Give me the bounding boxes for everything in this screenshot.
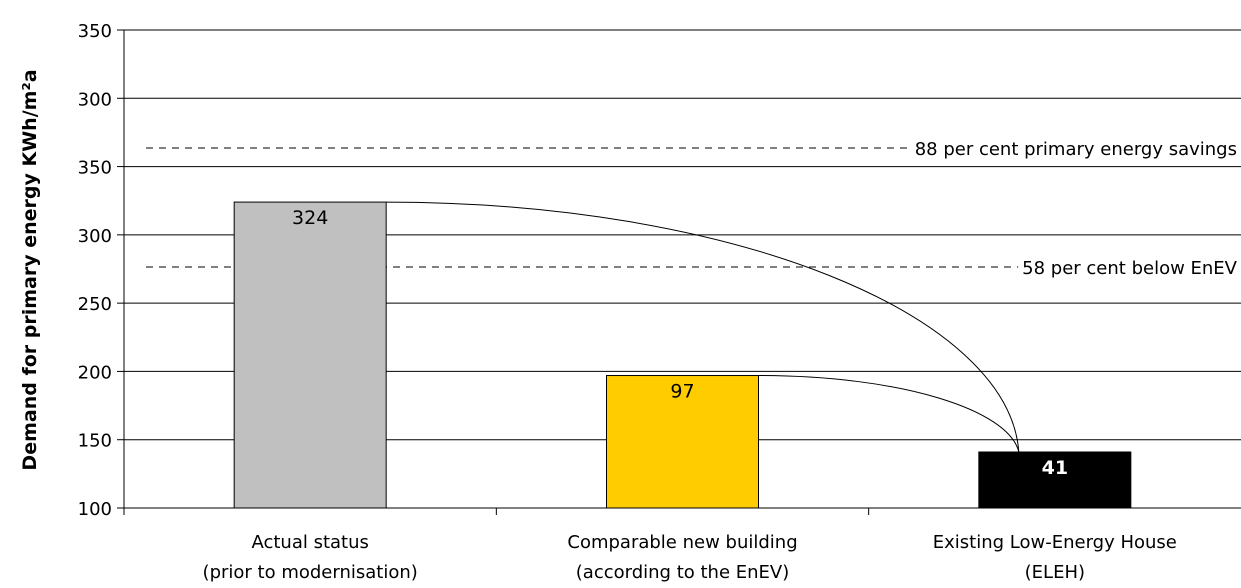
reference-line-label: 88 per cent primary energy savings	[915, 139, 1237, 160]
x-category-label: Comparable new building	[567, 532, 797, 553]
comparison-curve	[758, 375, 1020, 453]
bar-value-label: 41	[1042, 457, 1068, 479]
y-tick-label: 250	[78, 294, 112, 315]
bar	[233, 201, 387, 509]
bar	[978, 451, 1132, 509]
comparison-curve	[386, 201, 1020, 453]
x-category-sublabel: (ELEH)	[1025, 562, 1085, 583]
x-category-sublabel: (prior to modernisation)	[203, 562, 418, 583]
x-category-sublabel: (according to the EnEV)	[576, 562, 789, 583]
y-tick-label: 100	[78, 499, 112, 520]
y-tick-label: 200	[78, 362, 112, 383]
bar-value-label: 324	[292, 207, 328, 229]
y-tick-label: 300	[78, 226, 112, 247]
x-category-label: Existing Low-Energy House	[933, 532, 1177, 553]
bar-value-label: 97	[670, 381, 694, 403]
y-tick-label: 300	[78, 89, 112, 110]
reference-line-label: 58 per cent below EnEV	[1022, 258, 1238, 279]
bar	[606, 375, 759, 509]
y-tick-label: 350	[78, 21, 112, 42]
y-tick-label: 350	[78, 158, 112, 179]
y-axis-label: Demand for primary energy KWh/m²a	[19, 69, 41, 470]
x-category-label: Actual status	[251, 532, 368, 553]
y-tick-label: 150	[78, 431, 112, 452]
